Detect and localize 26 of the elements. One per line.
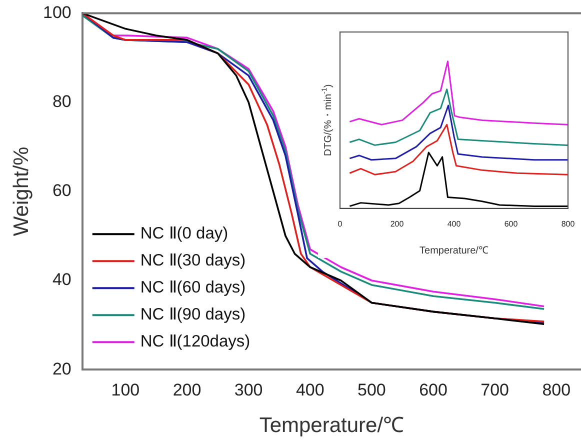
x-tick-label: 400 (447, 219, 462, 228)
y-tick-label: 60 (52, 181, 72, 200)
legend-label: NC Ⅱ(120days) (140, 332, 250, 351)
x-tick-label: 0 (338, 219, 343, 228)
y-tick-label: 100 (42, 2, 72, 22)
legend-label: NC Ⅱ(30 days) (140, 252, 246, 270)
x-tick-label: 800 (561, 219, 576, 228)
x-tick-label: 600 (419, 380, 448, 400)
x-axis-title: Temperature/℃ (259, 414, 404, 438)
x-tick-label: 100 (111, 380, 140, 400)
x-tick-label: 500 (358, 380, 386, 400)
legend-label: NC Ⅱ(60 days) (140, 278, 246, 297)
x-tick-label: 700 (480, 380, 510, 400)
x-tick-label: 800 (542, 380, 571, 400)
y-tick-label: 80 (52, 92, 72, 111)
y-axis-title: Weight/% (10, 146, 33, 236)
legend-label: NC Ⅱ(90 days) (140, 306, 246, 324)
y-tick-label: 20 (52, 359, 72, 378)
x-tick-label: 400 (296, 380, 324, 400)
x-tick-label: 600 (504, 219, 518, 228)
legend-label: NC Ⅱ(0 day) (140, 224, 228, 243)
y-tick-label: 40 (52, 270, 72, 290)
x-axis-title: Temperature/℃ (420, 245, 488, 256)
x-tick-label: 200 (390, 219, 404, 228)
x-tick-label: 300 (234, 380, 263, 400)
x-tick-label: 200 (172, 380, 202, 400)
